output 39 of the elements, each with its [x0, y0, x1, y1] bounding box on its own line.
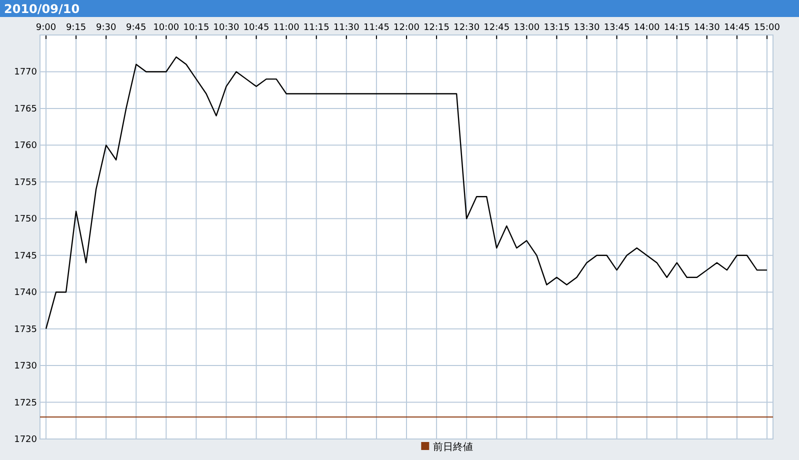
y-tick-label: 1770 — [14, 68, 38, 78]
y-tick-label: 1760 — [14, 141, 38, 152]
y-tick-label: 1755 — [14, 178, 37, 188]
x-tick-label: 14:00 — [634, 23, 660, 33]
y-tick-label: 1750 — [14, 214, 38, 225]
x-tick-label: 11:30 — [333, 23, 360, 33]
y-tick-label: 1745 — [14, 251, 37, 262]
x-tick-label: 11:15 — [303, 23, 330, 33]
x-tick-label: 9:30 — [96, 23, 116, 33]
x-tick-label: 12:15 — [424, 23, 450, 33]
y-tick-label: 1730 — [14, 362, 38, 372]
y-tick-label: 1725 — [14, 398, 37, 408]
x-tick-label: 9:00 — [36, 23, 56, 33]
x-tick-label: 10:45 — [243, 23, 270, 33]
x-tick-label: 11:00 — [273, 23, 300, 33]
x-tick-label: 13:30 — [574, 23, 600, 33]
legend-label: 前日終値 — [433, 441, 474, 453]
x-tick-label: 14:45 — [724, 23, 750, 33]
x-tick-label: 10:30 — [213, 23, 240, 33]
x-tick-label: 13:15 — [544, 23, 570, 33]
y-tick-label: 1720 — [14, 435, 38, 445]
y-tick-label: 1740 — [14, 288, 38, 298]
x-tick-label: 12:30 — [454, 23, 480, 33]
x-tick-label: 12:45 — [484, 23, 510, 33]
x-tick-label: 15:00 — [754, 23, 780, 33]
x-tick-label: 14:30 — [694, 23, 720, 33]
x-tick-label: 11:45 — [363, 23, 390, 33]
x-tick-label: 10:15 — [183, 23, 210, 33]
line-series — [45, 56, 768, 330]
x-tick-label: 9:15 — [66, 23, 86, 33]
y-tick-label: 1765 — [14, 104, 37, 114]
x-tick-label: 12:00 — [394, 23, 420, 33]
x-tick-label: 9:45 — [126, 23, 146, 33]
chart-title: 2010/09/10 — [4, 2, 80, 16]
x-tick-label: 13:45 — [604, 23, 630, 33]
y-tick-label: 1735 — [14, 324, 37, 335]
x-tick-label: 13:00 — [514, 23, 540, 33]
x-tick-label: 14:15 — [664, 23, 690, 33]
x-tick-label: 10:00 — [153, 23, 180, 33]
